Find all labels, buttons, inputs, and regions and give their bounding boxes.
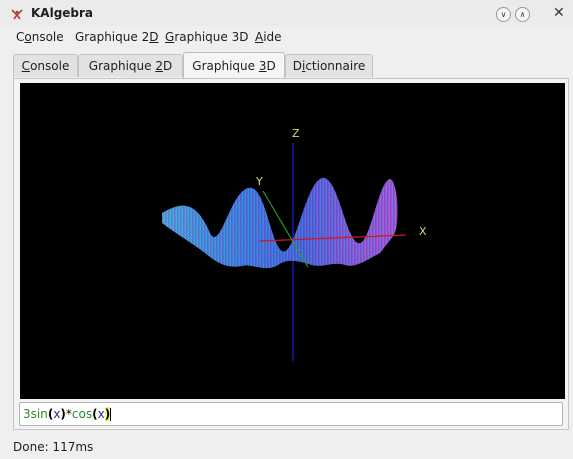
expr-token: (: [47, 407, 54, 421]
plot-3d-viewport[interactable]: Z X Y: [20, 83, 565, 399]
expr-token: x: [53, 407, 61, 421]
expr-token: *: [65, 407, 72, 421]
expr-token: ): [60, 407, 66, 421]
expression-input[interactable]: 3sin(x)*cos(x): [19, 402, 563, 426]
maximize-icon[interactable]: ∧: [515, 7, 530, 22]
expr-token: cos: [71, 407, 93, 421]
title-bar: KAlgebra ∨ ∧ ✕: [0, 0, 573, 27]
menu-aide[interactable]: Aide: [255, 30, 282, 44]
status-text: Done: 117ms: [13, 440, 94, 454]
x-axis: [259, 234, 407, 242]
tab-console[interactable]: Console: [13, 54, 78, 77]
minimize-icon[interactable]: ∨: [496, 7, 511, 22]
menu-graphique-3d[interactable]: Graphique 3D: [165, 30, 249, 44]
expr-token: x: [97, 407, 105, 421]
z-axis-label: Z: [292, 127, 300, 140]
expr-token: ): [104, 407, 111, 421]
menu-graphique-2d[interactable]: Graphique 2D: [75, 30, 159, 44]
y-axis: [262, 190, 309, 268]
close-icon[interactable]: ✕: [553, 5, 565, 21]
text-cursor: [110, 408, 112, 421]
menu-bar: Console Graphique 2D Graphique 3D Aide: [0, 27, 573, 49]
tab-graphique-2d[interactable]: Graphique 2D: [78, 54, 183, 77]
tab-dictionnaire[interactable]: Dictionnaire: [285, 54, 373, 77]
surface-mesh: [162, 177, 398, 269]
plot-3d-canvas[interactable]: Z X Y: [20, 83, 565, 399]
menu-console[interactable]: Console: [16, 30, 64, 44]
expr-token: 3sin: [23, 407, 48, 421]
y-axis-label: Y: [255, 175, 263, 188]
tab-graphique-3d[interactable]: Graphique 3D: [183, 52, 285, 78]
window-title: KAlgebra: [31, 6, 94, 20]
x-axis-label: X: [419, 225, 427, 238]
kalgebra-icon: [11, 9, 23, 20]
expr-token: (: [92, 407, 98, 421]
